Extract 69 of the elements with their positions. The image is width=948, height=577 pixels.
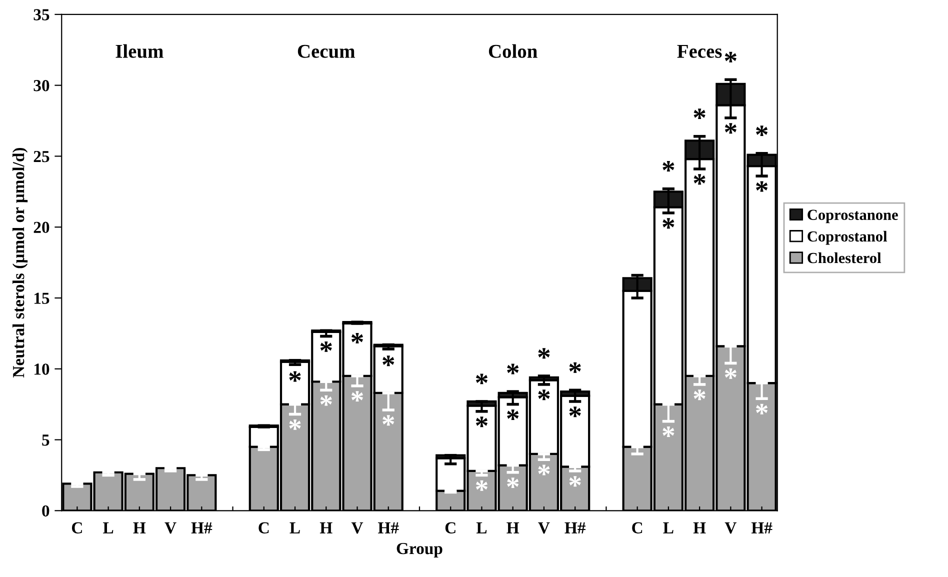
data-label: * (694, 390, 706, 400)
data-label: * (694, 174, 706, 185)
x-tick-label: H (320, 522, 332, 534)
data-label: * (662, 426, 674, 437)
x-axis-title: Group (396, 542, 442, 558)
data-label: * (320, 341, 332, 352)
annotation: Cecum (298, 44, 355, 58)
annotation: Colon (488, 44, 538, 58)
x-tick-label: C (258, 522, 269, 534)
data-label: * (569, 406, 581, 418)
x-tick-label: V (351, 522, 364, 534)
y-tick-label: 30 (34, 80, 50, 92)
y-tick-label: 35 (34, 9, 50, 20)
data-label: * (507, 410, 519, 420)
x-tick-label: C (632, 522, 642, 534)
data-label: * (382, 356, 394, 366)
x-tick-label: H (133, 522, 146, 534)
x-tick-label: C (72, 522, 82, 534)
x-tick-label: L (103, 522, 114, 534)
data-label: * (351, 332, 364, 344)
data-label: * (507, 364, 519, 374)
data-label: * (694, 108, 706, 120)
x-tick-label: V (538, 522, 550, 534)
data-label: * (662, 161, 674, 172)
data-label: * (538, 464, 550, 476)
data-label: * (756, 181, 768, 192)
x-tick-label: H (693, 522, 706, 534)
x-tick-label: H# (378, 522, 399, 534)
annotation: Ileum (116, 44, 164, 58)
data-label: * (724, 52, 736, 62)
data-label: * (476, 416, 488, 428)
data-label: * (756, 404, 768, 414)
y-tick-label: 10 (34, 364, 50, 375)
data-label: * (289, 419, 301, 430)
y-tick-label: 20 (34, 222, 50, 234)
x-tick-label: H (506, 522, 520, 534)
legend-label: Coprostanone (808, 210, 898, 224)
x-tick-label: H# (751, 522, 772, 534)
x-tick-label: V (164, 522, 176, 534)
y-axis-title: Neutral sterols (µmol or µmol/d) (12, 148, 28, 378)
y-tick-label: 25 (34, 150, 50, 162)
x-tick-label: L (290, 522, 300, 534)
data-label: * (538, 348, 550, 359)
data-label: * (507, 478, 519, 488)
x-tick-label: H# (191, 522, 212, 534)
legend-label: Coprostanol (808, 230, 888, 245)
data-label: * (662, 218, 674, 229)
data-label: * (382, 415, 394, 426)
data-label: * (569, 476, 581, 487)
data-label: * (476, 480, 488, 491)
data-label: * (724, 368, 736, 379)
x-tick-label: V (724, 522, 737, 534)
data-label: * (289, 371, 301, 382)
data-label: * (476, 374, 488, 384)
data-label: * (538, 390, 550, 400)
data-label: * (569, 362, 581, 373)
y-tick-label: 5 (42, 434, 50, 446)
y-tick-label: 0 (42, 505, 50, 517)
x-tick-label: C (445, 522, 456, 534)
x-tick-label: L (476, 522, 487, 534)
data-label: * (724, 123, 736, 134)
x-tick-label: H# (564, 522, 586, 534)
legend-label: Cholesterol (808, 252, 882, 264)
data-label: * (756, 126, 768, 136)
x-tick-label: L (663, 522, 674, 534)
annotation: Feces (677, 44, 722, 58)
data-label: * (320, 395, 332, 406)
y-tick-label: 15 (34, 292, 50, 304)
data-label: * (351, 391, 364, 402)
